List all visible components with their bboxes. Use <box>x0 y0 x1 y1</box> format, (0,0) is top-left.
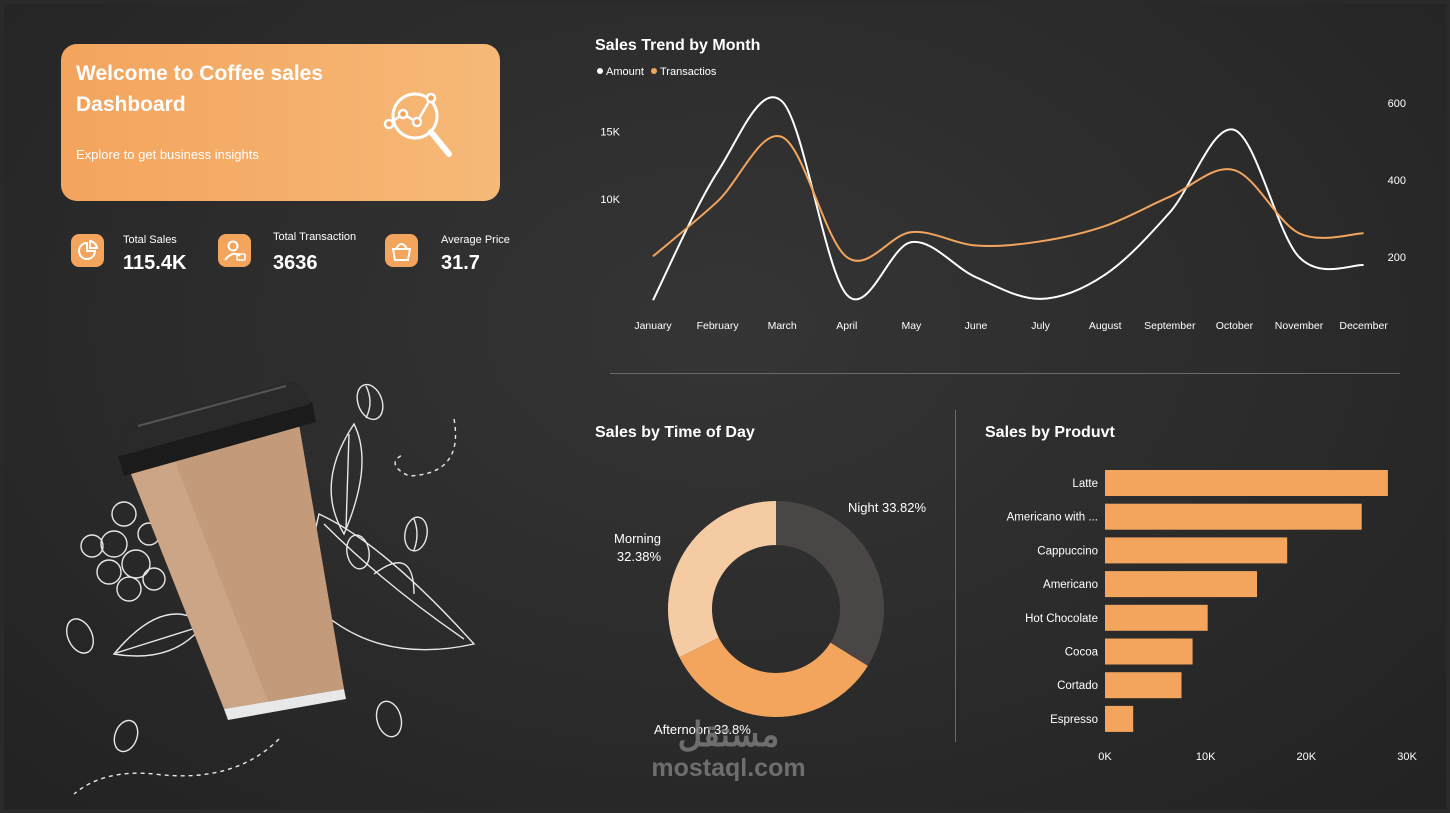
series-line-amount <box>652 96 1364 301</box>
pie-chart-icon <box>71 234 104 267</box>
y-right-tick-label: 400 <box>1388 175 1406 187</box>
section-divider-horizontal <box>610 373 1400 374</box>
bar <box>1105 571 1258 598</box>
x-tick-label: May <box>901 320 922 332</box>
donut-slice-morning <box>668 501 776 658</box>
donut-slice-night <box>776 501 884 666</box>
dashboard-canvas: Welcome to Coffee sales Dashboard Explor… <box>4 4 1446 809</box>
x-tick-label: December <box>1339 320 1388 332</box>
series-line-transactios <box>652 135 1364 262</box>
kpi-average-price: Average Price 31.7 <box>385 228 525 276</box>
x-tick-label: October <box>1216 320 1254 332</box>
kpi-label: Total Transaction <box>273 231 357 243</box>
welcome-card: Welcome to Coffee sales Dashboard Explor… <box>61 44 500 201</box>
welcome-title: Welcome to Coffee sales Dashboard <box>76 62 324 116</box>
section-divider-vertical <box>955 410 956 742</box>
bar-category-label: Cappuccino <box>1037 545 1098 557</box>
shopping-basket-icon <box>385 234 418 267</box>
bar <box>1105 705 1134 732</box>
bar <box>1105 537 1288 564</box>
coffee-cup-illustration <box>66 381 476 795</box>
watermark-logo: مستقل mostaql.com <box>636 716 821 782</box>
x-tick-label: January <box>634 320 672 332</box>
bar-category-label: Espresso <box>1050 714 1098 726</box>
watermark-latin: mostaql.com <box>651 754 806 782</box>
bar-category-label: Cortado <box>1057 680 1098 692</box>
bar <box>1105 470 1388 496</box>
analytics-magnifier-icon <box>383 92 452 157</box>
donut-chart: Night 33.82% Afternoon 33.8% Morning 32.38% <box>614 500 926 737</box>
x-tick-label: 0K <box>1098 751 1112 763</box>
bar <box>1105 604 1208 631</box>
x-tick-label: 30K <box>1397 751 1417 763</box>
x-tick-label: June <box>965 320 988 332</box>
welcome-subtitle: Explore to get business insights <box>76 147 259 162</box>
bar-category-label: Cocoa <box>1065 647 1099 659</box>
slice-label-morning: Morning <box>614 531 661 546</box>
y-right-tick-label: 600 <box>1388 98 1406 110</box>
slice-label-afternoon: Afternoon 33.8% <box>654 722 751 737</box>
kpi-value: 3636 <box>273 252 318 274</box>
bar-chart-title: Sales by Produvt <box>985 424 1115 441</box>
watermark-arabic: مستقل <box>677 716 780 754</box>
donut-chart-title: Sales by Time of Day <box>595 424 755 441</box>
x-tick-label: August <box>1089 320 1122 332</box>
donut-slice-afternoon <box>679 637 868 717</box>
bar <box>1105 672 1182 699</box>
x-tick-label: March <box>768 320 797 332</box>
x-tick-label: September <box>1144 320 1196 332</box>
x-tick-label: November <box>1275 320 1324 332</box>
legend-dot-transactios <box>650 68 657 74</box>
x-tick-label: 10K <box>1196 751 1216 763</box>
line-chart: 10K 15K 200 400 600 January February March April… <box>600 96 1406 332</box>
legend-item-transactios: Transactios <box>659 66 717 78</box>
user-card-icon <box>218 234 251 267</box>
line-chart-legend: Amount Transactios <box>597 66 716 78</box>
kpi-label: Average Price <box>441 234 510 246</box>
y-right-tick-label: 200 <box>1388 252 1406 264</box>
kpi-total-sales: Total Sales 115.4K <box>71 228 201 276</box>
x-tick-label: April <box>836 320 857 332</box>
kpi-value: 115.4K <box>123 252 187 274</box>
kpi-value: 31.7 <box>441 252 480 274</box>
legend-item-amount: Amount <box>606 66 644 78</box>
x-tick-label: July <box>1031 320 1050 332</box>
bar-category-label: Latte <box>1072 478 1098 490</box>
bar <box>1105 503 1362 530</box>
bar-category-label: Americano with ... <box>1007 512 1098 524</box>
bar-category-label: Hot Chocolate <box>1025 613 1098 625</box>
x-tick-label: 20K <box>1297 751 1317 763</box>
legend-dot-amount <box>597 68 603 74</box>
kpi-label: Total Sales <box>123 234 177 246</box>
slice-label-morning-value: 32.38% <box>617 549 662 564</box>
y-left-tick-label: 10K <box>600 194 620 206</box>
bar-category-label: Americano <box>1043 579 1098 591</box>
x-tick-label: February <box>697 320 740 332</box>
kpi-total-transaction: Total Transaction 3636 <box>218 228 368 276</box>
line-chart-title: Sales Trend by Month <box>595 37 761 54</box>
bar-chart: Latte Americano with ... Cappuccino America… <box>1007 470 1417 763</box>
bar <box>1105 638 1193 665</box>
slice-label-night: Night 33.82% <box>848 500 926 515</box>
y-left-tick-label: 15K <box>600 126 620 138</box>
